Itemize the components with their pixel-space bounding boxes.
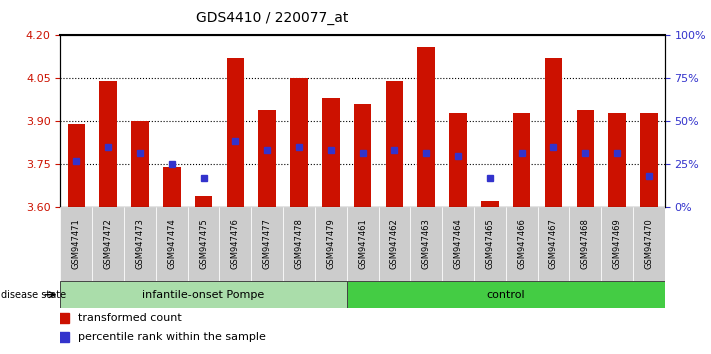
Bar <box>347 207 378 281</box>
Bar <box>251 207 283 281</box>
Bar <box>258 110 276 207</box>
Bar <box>577 110 594 207</box>
Bar <box>195 196 213 207</box>
Bar <box>481 201 498 207</box>
Bar <box>640 113 658 207</box>
Bar <box>60 207 92 281</box>
Bar <box>100 81 117 207</box>
Text: GSM947470: GSM947470 <box>644 218 653 269</box>
Bar <box>347 281 665 308</box>
Text: GSM947476: GSM947476 <box>231 218 240 269</box>
Text: GSM947478: GSM947478 <box>294 218 304 269</box>
Bar <box>227 58 244 207</box>
Bar <box>188 207 220 281</box>
Text: GSM947464: GSM947464 <box>454 218 463 269</box>
Bar <box>60 281 347 308</box>
Bar <box>417 47 435 207</box>
Text: GSM947472: GSM947472 <box>104 218 112 269</box>
Bar <box>538 207 570 281</box>
Bar <box>354 104 371 207</box>
Text: GSM947463: GSM947463 <box>422 218 431 269</box>
Text: infantile-onset Pompe: infantile-onset Pompe <box>142 290 264 300</box>
Bar <box>220 207 251 281</box>
Bar <box>92 207 124 281</box>
Text: GSM947469: GSM947469 <box>613 218 621 269</box>
Bar <box>290 78 308 207</box>
Text: disease state: disease state <box>1 290 66 300</box>
Text: GSM947461: GSM947461 <box>358 218 367 269</box>
Text: GSM947465: GSM947465 <box>486 218 494 269</box>
Text: GSM947474: GSM947474 <box>167 218 176 269</box>
Bar <box>570 207 602 281</box>
Bar <box>633 207 665 281</box>
Text: transformed count: transformed count <box>78 313 182 323</box>
Bar <box>545 58 562 207</box>
Bar <box>513 113 530 207</box>
Bar <box>124 207 156 281</box>
Text: GSM947477: GSM947477 <box>262 218 272 269</box>
Text: GSM947467: GSM947467 <box>549 218 558 269</box>
Bar <box>163 167 181 207</box>
Bar <box>410 207 442 281</box>
Text: GSM947462: GSM947462 <box>390 218 399 269</box>
Bar <box>315 207 347 281</box>
Text: GSM947468: GSM947468 <box>581 218 589 269</box>
Text: GSM947471: GSM947471 <box>72 218 81 269</box>
Bar <box>609 113 626 207</box>
Bar <box>602 207 633 281</box>
Bar <box>378 207 410 281</box>
Text: control: control <box>486 290 525 300</box>
Bar <box>156 207 188 281</box>
Text: GSM947473: GSM947473 <box>136 218 144 269</box>
Bar <box>283 207 315 281</box>
Bar <box>442 207 474 281</box>
Bar <box>322 98 340 207</box>
Bar <box>506 207 538 281</box>
Bar <box>385 81 403 207</box>
Text: GSM947466: GSM947466 <box>517 218 526 269</box>
Bar <box>449 113 467 207</box>
Text: percentile rank within the sample: percentile rank within the sample <box>78 332 266 342</box>
Bar <box>474 207 506 281</box>
Text: GDS4410 / 220077_at: GDS4410 / 220077_at <box>196 11 348 25</box>
Text: GSM947479: GSM947479 <box>326 218 336 269</box>
Text: GSM947475: GSM947475 <box>199 218 208 269</box>
Bar <box>68 124 85 207</box>
Bar <box>132 121 149 207</box>
